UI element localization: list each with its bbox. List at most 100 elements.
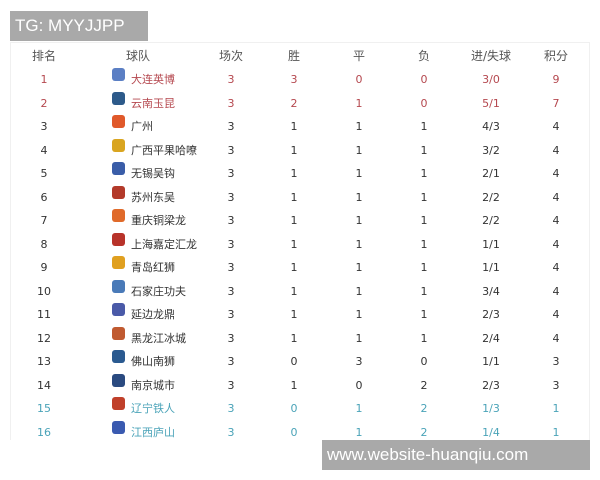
team-name[interactable]: 辽宁铁人	[131, 402, 175, 415]
cell-p: 3	[227, 284, 235, 298]
cell-p: 3	[227, 402, 235, 415]
table-row[interactable]: 16 江西庐山 3 0 1 2 1/4 1	[11, 420, 591, 444]
table-row[interactable]: 5 无锡吴钩 3 1 1 1 2/1 4	[11, 162, 591, 185]
cell-w: 1	[290, 237, 298, 251]
cell-pts: 4	[552, 143, 560, 157]
team-name[interactable]: 大连英博	[131, 73, 175, 86]
table-row[interactable]: 10 石家庄功夫 3 1 1 1 3/4 4	[11, 279, 591, 303]
team-name[interactable]: 青岛红狮	[131, 261, 175, 274]
cell-l: 0	[420, 96, 428, 110]
cell-p: 3	[227, 143, 235, 157]
team-name[interactable]: 云南玉昆	[131, 96, 175, 110]
cell-p: 3	[227, 214, 235, 227]
cell-l: 0	[420, 73, 428, 86]
table-row[interactable]: 6 苏州东吴 3 1 1 1 2/2 4	[11, 185, 591, 209]
cell-gd: 2/4	[482, 331, 500, 345]
cell-p: 3	[227, 308, 235, 321]
cell-p: 3	[227, 378, 235, 392]
cell-pts: 9	[552, 73, 560, 86]
cell-rank: 16	[37, 425, 51, 439]
cell-pts: 4	[552, 167, 560, 180]
cell-w: 1	[290, 143, 298, 157]
header-cell: 积分	[543, 49, 569, 63]
team-logo-icon	[112, 185, 125, 199]
cell-l: 1	[420, 237, 428, 251]
header-cell: 场次	[218, 49, 244, 63]
cell-gd: 1/1	[482, 237, 500, 251]
cell-w: 1	[290, 284, 298, 298]
table-row[interactable]: 4 广西平果哈嘹 3 1 1 1 3/2 4	[11, 138, 591, 162]
cell-p: 3	[227, 167, 235, 180]
table-row[interactable]: 12 黑龙江冰城 3 1 1 1 2/4 4	[11, 326, 591, 350]
cell-pts: 3	[552, 355, 560, 368]
team-logo-icon	[112, 303, 125, 316]
team-name[interactable]: 南京城市	[131, 378, 175, 392]
cell-p: 3	[227, 190, 235, 204]
cell-d: 0	[355, 378, 363, 392]
table-row[interactable]: 2 云南玉昆 3 2 1 0 5/1 7	[11, 91, 591, 115]
watermark-top: TG: MYYJJPP	[10, 11, 148, 41]
cell-w: 0	[290, 425, 298, 439]
cell-rank: 11	[37, 308, 51, 321]
table-row[interactable]: 15 辽宁铁人 3 0 1 2 1/3 1	[11, 397, 591, 420]
team-name[interactable]: 无锡吴钩	[131, 167, 175, 180]
table-row[interactable]: 8 上海嘉定汇龙 3 1 1 1 1/1 4	[11, 232, 591, 256]
table-row[interactable]: 14 南京城市 3 1 0 2 2/3 3	[11, 373, 591, 397]
cell-p: 3	[227, 261, 235, 274]
cell-d: 1	[355, 190, 363, 204]
header-cell: 球队	[125, 49, 151, 63]
cell-d: 1	[355, 120, 363, 133]
cell-d: 1	[355, 425, 363, 439]
team-name[interactable]: 苏州东吴	[131, 190, 175, 204]
team-name[interactable]: 佛山南狮	[131, 355, 175, 368]
team-name[interactable]: 黑龙江冰城	[131, 331, 186, 345]
team-name[interactable]: 重庆铜梁龙	[131, 214, 186, 227]
cell-p: 3	[227, 425, 235, 439]
cell-d: 1	[355, 402, 363, 415]
cell-pts: 4	[552, 120, 560, 133]
cell-l: 1	[420, 214, 428, 227]
cell-gd: 1/1	[482, 355, 500, 368]
table-row[interactable]: 9 青岛红狮 3 1 1 1 1/1 4	[11, 256, 591, 279]
cell-rank: 13	[37, 355, 51, 368]
team-logo-icon	[112, 162, 125, 175]
cell-pts: 1	[552, 425, 560, 439]
cell-rank: 7	[40, 214, 48, 227]
cell-p: 3	[227, 331, 235, 345]
cell-rank: 8	[40, 237, 48, 251]
team-name[interactable]: 广州	[131, 120, 153, 133]
team-name[interactable]: 江西庐山	[131, 425, 175, 439]
table-row[interactable]: 1 大连英博 3 3 0 0 3/0 9	[11, 68, 591, 91]
cell-l: 1	[420, 331, 428, 345]
team-logo-icon	[112, 373, 125, 387]
table-row[interactable]: 11 延边龙鼎 3 1 1 1 2/3 4	[11, 303, 591, 326]
header-cell: 平	[352, 49, 366, 63]
team-logo-icon	[112, 256, 125, 269]
cell-pts: 4	[552, 308, 560, 321]
team-logo-icon	[112, 279, 125, 293]
cell-w: 1	[290, 331, 298, 345]
cell-rank: 5	[40, 167, 48, 180]
cell-l: 1	[420, 261, 428, 274]
team-name[interactable]: 上海嘉定汇龙	[131, 237, 197, 251]
cell-gd: 2/3	[482, 378, 500, 392]
cell-gd: 2/3	[482, 308, 500, 321]
cell-l: 0	[420, 355, 428, 368]
cell-l: 1	[420, 143, 428, 157]
table-row[interactable]: 3 广州 3 1 1 1 4/3 4	[11, 115, 591, 138]
cell-pts: 1	[552, 402, 560, 415]
watermark-bottom: www.website-huanqiu.com	[322, 440, 590, 470]
cell-w: 1	[290, 308, 298, 321]
team-name[interactable]: 石家庄功夫	[131, 284, 186, 298]
team-logo-icon	[112, 68, 125, 81]
team-name[interactable]: 延边龙鼎	[131, 308, 175, 321]
cell-pts: 4	[552, 331, 560, 345]
cell-rank: 2	[40, 96, 48, 110]
team-logo-icon	[112, 326, 125, 340]
cell-w: 0	[290, 402, 298, 415]
cell-rank: 15	[37, 402, 51, 415]
cell-gd: 2/2	[482, 214, 500, 227]
team-name[interactable]: 广西平果哈嘹	[131, 143, 197, 157]
table-row[interactable]: 7 重庆铜梁龙 3 1 1 1 2/2 4	[11, 209, 591, 232]
table-row[interactable]: 13 佛山南狮 3 0 3 0 1/1 3	[11, 350, 591, 373]
